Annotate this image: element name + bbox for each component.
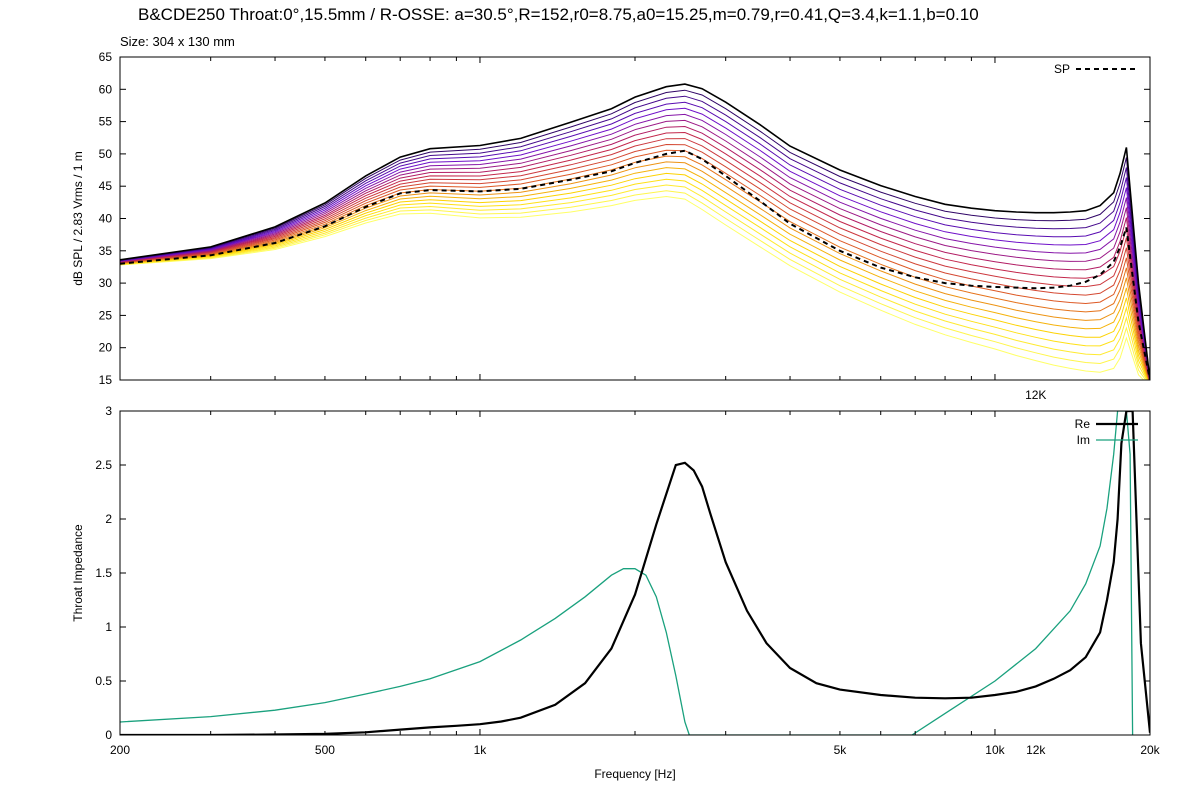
series-sp-line [120,149,1150,380]
polar-curve [120,167,1149,380]
impedance-xtick-label: 1k [474,743,488,757]
polar-curve [120,83,1150,380]
spl-xtick-label: 12K [1025,388,1046,402]
polar-curve [120,131,1150,380]
polar-curve [120,143,1150,380]
polar-curve [120,125,1150,380]
impedance-xtick-label: 12k [1026,743,1046,757]
polar-curve [120,119,1150,380]
spl-chart: 15 20 25 30 35 40 45 50 55 60 65 12K dB SPL / 2.83 V… [71,50,1151,402]
polar-curve [120,190,1147,380]
series-im-line [120,411,1134,735]
spl-ytick-label: 50 [99,147,113,161]
impedance-legend-entry: Im [1077,433,1138,447]
polar-curve [120,95,1150,380]
impedance-ytick-label: 1.5 [95,566,112,580]
impedance-curves [120,411,1150,735]
impedance-legend-entry: Re [1075,417,1138,431]
impedance-xtick-label: 500 [315,743,335,757]
impedance-xtick-label: 200 [110,743,130,757]
legend-label: Re [1075,417,1091,431]
impedance-xlabel: Frequency [Hz] [594,767,675,781]
chart-subtitle: Size: 304 x 130 mm [120,34,235,49]
polar-curve [120,178,1149,380]
polar-curve [120,195,1145,380]
spl-ytick-label: 65 [99,50,113,64]
impedance-ytick-label: 2.5 [95,458,112,472]
polar-curve [120,149,1150,380]
spl-ytick-label: 25 [99,308,113,322]
series-re-line [120,411,1150,735]
spl-ylabel: dB SPL / 2.83 Vrms / 1 m [71,151,85,286]
polar-curve [120,113,1150,380]
polar-curve [120,138,1150,380]
spl-legend-entry: SP [1054,62,1138,76]
spl-ytick-label: 35 [99,244,113,258]
polar-curve [120,161,1150,380]
impedance-xtick-label: 20k [1140,743,1160,757]
impedance-ytick-label: 2 [105,512,112,526]
legend-label: SP [1054,62,1070,76]
polar-curve [120,155,1150,380]
impedance-ytick-label: 1 [105,620,112,634]
impedance-ylabel: Throat Impedance [71,524,85,622]
polar-curve [120,107,1150,380]
impedance-plot-frame [119,410,1151,736]
polar-curve [120,89,1150,380]
polar-curve [120,101,1150,380]
spl-ytick-label: 30 [99,276,113,290]
spl-ytick-label: 20 [99,341,113,355]
spl-ytick-label: 60 [99,82,113,96]
spl-ytick-label: 55 [99,115,113,129]
polar-curve [120,172,1149,380]
polar-curve [120,184,1148,380]
legend-label: Im [1077,433,1090,447]
spl-curves [120,83,1150,380]
impedance-ytick-label: 0 [105,728,112,742]
chart-title: B&CDE250 Throat:0°,15.5mm / R-OSSE: a=30… [138,5,979,24]
spl-ytick-label: 15 [99,373,113,387]
spl-ytick-label: 40 [99,212,113,226]
impedance-ytick-label: 0.5 [95,674,112,688]
impedance-xtick-label: 10k [985,743,1005,757]
impedance-chart: 0 0.5 1 1.5 2 2.5 3 200 500 1k 5k 10k 12k 20k Throat I… [71,404,1161,781]
impedance-ytick-label: 3 [105,404,112,418]
spl-ytick-label: 45 [99,179,113,193]
impedance-xtick-label: 5k [834,743,848,757]
